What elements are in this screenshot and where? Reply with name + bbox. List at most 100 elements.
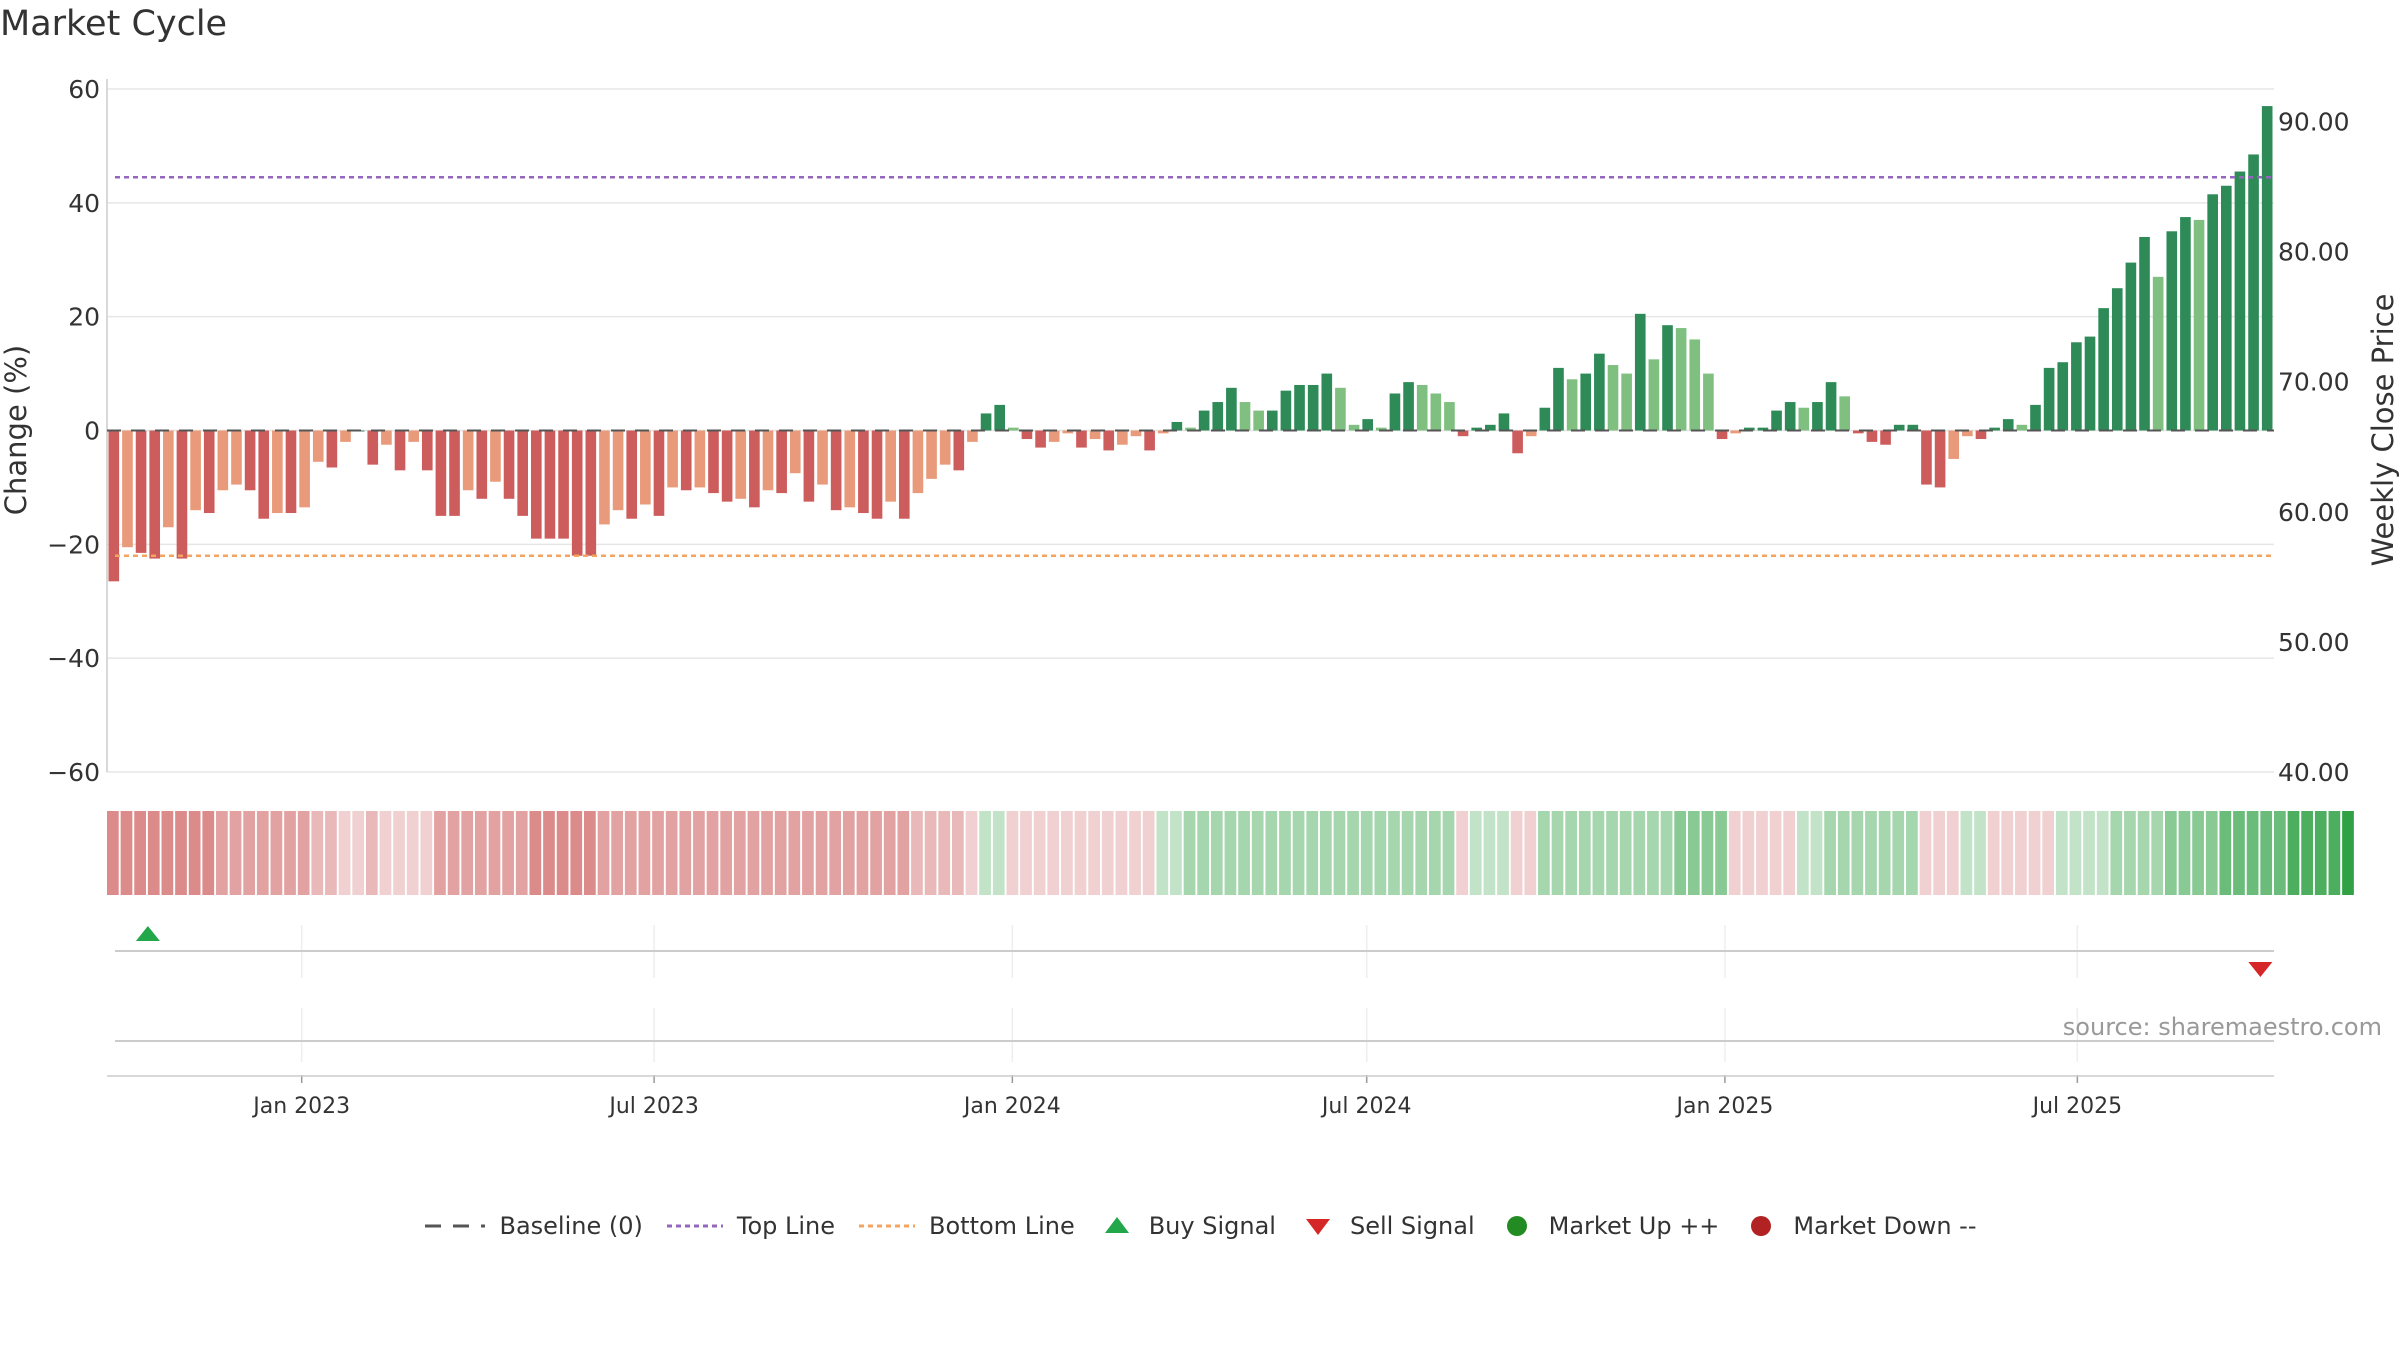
bar: [2125, 262, 2137, 431]
regime-cell: [2151, 811, 2164, 895]
legend-item-top-line[interactable]: Top Line: [665, 1212, 835, 1240]
legend-item-sell[interactable]: Sell Signal: [1298, 1212, 1475, 1240]
regime-cell: [1497, 811, 1509, 895]
y-tick-label: −40: [47, 644, 100, 673]
bar: [2207, 194, 2218, 431]
legend-item-market-down[interactable]: Market Down --: [1741, 1212, 1977, 1240]
bar: [462, 430, 474, 491]
legend-item-buy[interactable]: Buy Signal: [1097, 1212, 1276, 1240]
bar: [1989, 427, 2000, 431]
regime-cell: [1415, 811, 1428, 895]
bar: [2166, 231, 2178, 431]
legend-item-baseline[interactable]: Baseline (0): [423, 1212, 643, 1240]
regime-cell: [1088, 811, 1101, 895]
regime-cell: [243, 811, 256, 895]
regime-cell: [665, 811, 678, 895]
regime-cell: [1238, 811, 1250, 895]
regime-cell: [1183, 811, 1196, 895]
regime-cell: [365, 811, 378, 895]
bar: [2220, 185, 2232, 431]
regime-cell: [2001, 811, 2014, 895]
regime-cell: [1578, 811, 1591, 895]
bar: [408, 430, 419, 442]
bar: [1648, 359, 1660, 431]
bar: [558, 430, 569, 539]
bar: [2043, 367, 2055, 431]
triangle-up-icon: [1104, 1217, 1129, 1233]
regime-cell: [107, 811, 119, 895]
regime-cell: [543, 811, 555, 895]
legend-item-market-up[interactable]: Market Up ++: [1497, 1212, 1719, 1240]
legend-label-baseline: Baseline (0): [499, 1212, 643, 1240]
bar: [1171, 421, 1183, 431]
buy-signal-marker: [135, 926, 160, 941]
regime-cell: [1796, 811, 1809, 895]
regime-cell: [1006, 811, 1019, 895]
bar: [1335, 387, 1346, 431]
regime-cell: [706, 811, 719, 895]
bar: [762, 430, 774, 491]
regime-cell: [1101, 811, 1114, 895]
regime-cell: [1810, 811, 1823, 895]
regime-cell: [1551, 811, 1564, 895]
regime-cell: [270, 811, 283, 895]
regime-cell: [488, 811, 501, 895]
bar: [1621, 373, 1632, 431]
bar: [1716, 430, 1728, 440]
regime-cell: [1510, 811, 1523, 895]
regime-cell: [597, 811, 610, 895]
regime-cell: [474, 811, 487, 895]
regime-cell: [2124, 811, 2136, 895]
bar: [2193, 219, 2205, 431]
bar: [680, 430, 692, 491]
bar: [1239, 402, 1251, 431]
regime-cell: [1837, 811, 1850, 895]
bar: [803, 430, 815, 502]
regime-cell: [188, 811, 201, 895]
bar: [599, 430, 610, 525]
bar: [2016, 424, 2028, 431]
bar: [885, 430, 896, 502]
regime-cell: [2083, 811, 2095, 895]
y-tick-label: 40: [68, 189, 100, 218]
regime-cell: [1674, 811, 1687, 895]
regime-cell: [284, 811, 296, 895]
dash-line-icon: [425, 1224, 486, 1228]
regime-cell: [1388, 811, 1400, 895]
regime-cell: [1865, 811, 1877, 895]
bar: [1444, 402, 1455, 431]
regime-cell: [1210, 811, 1223, 895]
bar: [1144, 430, 1155, 451]
bar: [2248, 154, 2259, 431]
bar: [312, 430, 324, 462]
bar: [1703, 373, 1714, 431]
regime-cell: [1919, 811, 1932, 895]
bar: [299, 430, 310, 508]
regime-cell: [406, 811, 419, 895]
red-dot-icon: [1751, 1216, 1772, 1236]
bar: [571, 430, 583, 556]
regime-cell: [2205, 811, 2218, 895]
bar: [203, 430, 215, 514]
bar: [1416, 384, 1428, 431]
sell-signal-marker: [2248, 962, 2273, 977]
bar: [789, 430, 801, 474]
bar-series: [108, 106, 2273, 582]
regime-cell: [1524, 811, 1537, 895]
regime-cell: [1701, 811, 1714, 895]
regime-cell: [1292, 811, 1305, 895]
bar: [490, 430, 501, 482]
bar: [449, 430, 460, 516]
triangle-down-icon: [1305, 1219, 1330, 1235]
regime-cell: [2178, 811, 2191, 895]
bar: [1866, 430, 1878, 442]
regime-cell: [1061, 811, 1073, 895]
bar: [1798, 407, 1810, 431]
bar: [912, 430, 924, 494]
regime-cell: [297, 811, 310, 895]
bar: [612, 430, 624, 511]
bar: [1021, 430, 1033, 440]
bar: [1485, 424, 1496, 431]
legend-item-bottom-line[interactable]: Bottom Line: [857, 1212, 1075, 1240]
regime-cell: [842, 811, 855, 895]
